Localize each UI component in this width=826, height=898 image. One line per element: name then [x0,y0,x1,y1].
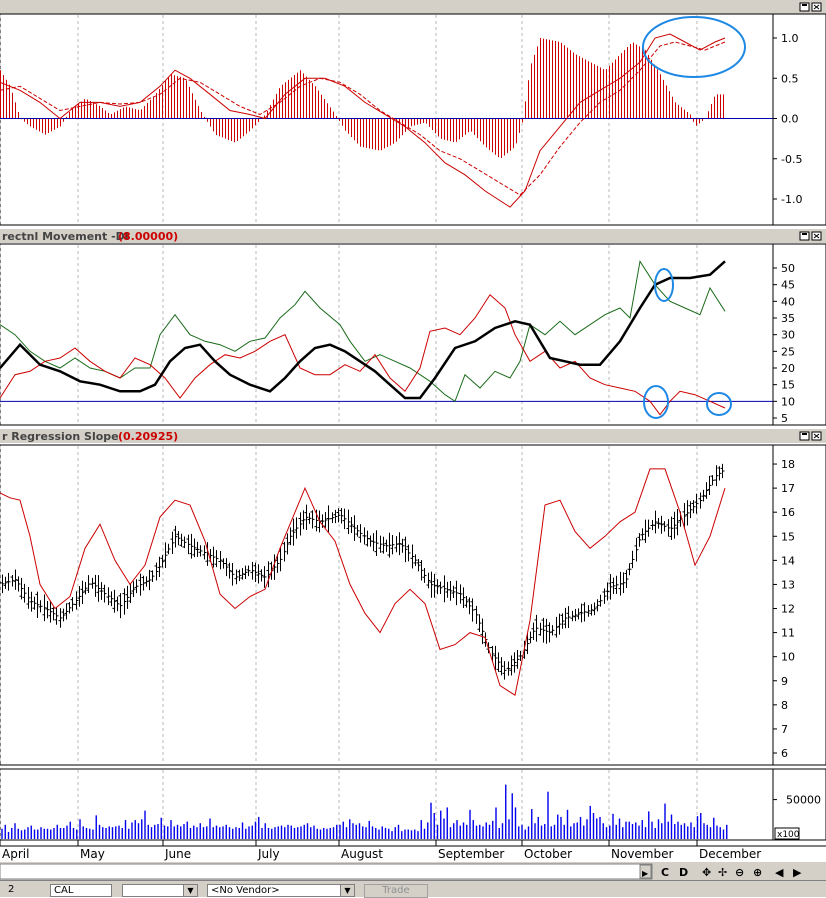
highlight-ellipse [643,385,669,419]
maximize-icon[interactable] [799,431,810,441]
volume-multiplier: x100 [777,830,800,840]
x-month-label: August [341,847,383,861]
chevron-down-icon[interactable]: ▼ [340,885,354,896]
x-month-label: October [524,847,572,861]
status-number: 2 [8,884,15,895]
price-y-label: 18 [781,458,795,471]
trade-button[interactable]: Trade [364,884,428,898]
x-month-label: November [611,847,673,861]
nav-button[interactable]: ✥ [702,866,711,879]
dmi-pane [0,243,826,426]
adx-line [0,260,726,400]
dmi-y-label: 25 [781,345,795,358]
secondary-combo[interactable]: ▼ [122,884,198,897]
dmi-titlebar [0,229,826,243]
dmi-title: rectnl Movement -DI [2,230,129,243]
dmi-y-label: 5 [781,412,788,425]
horizontal-scrollbar[interactable] [0,863,653,880]
price-y-label: 10 [781,651,795,664]
dmi-y-label: 10 [781,395,795,408]
maximize-icon[interactable] [799,2,810,12]
price-y-label: 13 [781,578,795,591]
price-y-label: 16 [781,506,795,519]
nav-button[interactable]: ▶ [793,866,802,879]
volume-y-label: 50000 [786,794,821,807]
nav-button[interactable]: ✢ [718,866,727,879]
nav-button[interactable]: ⊖ [735,866,744,879]
x-month-label: September [438,847,504,861]
symbol-value: CAL [54,885,74,896]
maximize-icon[interactable] [799,231,810,241]
chevron-down-icon[interactable]: ▼ [183,885,197,896]
price-title-value: (0.20925) [118,430,178,443]
price-y-label: 17 [781,482,795,495]
highlight-ellipse [706,392,732,416]
dmi-y-label: 15 [781,379,795,392]
dmi-y-label: 40 [781,295,795,308]
price-y-label: 15 [781,530,795,543]
x-month-label: May [80,847,105,861]
price-y-label: 9 [781,675,788,688]
scroll-right-button[interactable] [639,864,652,879]
dmi-title-value: (8.00000) [118,230,178,243]
price-y-label: 11 [781,627,795,640]
close-icon-stroke [813,4,820,10]
macd-line [0,33,726,208]
dmi-y-label: 50 [781,262,795,275]
nav-button[interactable]: C [661,866,669,879]
macd-pane [0,13,826,226]
dmi-y-label: 45 [781,279,795,292]
minus-di-line [0,293,726,416]
x-month-label: December [699,847,761,861]
status-bar: 2 CAL ▼ <No Vendor> ▼ Trade [0,880,826,898]
price-y-label: 7 [781,723,788,736]
dmi-y-label: 20 [781,362,795,375]
nav-button[interactable]: ⊕ [753,866,762,879]
trade-label: Trade [382,885,410,896]
close-icon-stroke [813,433,820,439]
vendor-value: <No Vendor> [211,885,280,896]
x-month-label: July [257,847,280,861]
highlight-ellipse [642,16,746,78]
macd-y-label: -1.0 [781,193,802,206]
price-titlebar [0,429,826,443]
volume-pane [0,768,826,841]
macd-y-label: 0.5 [781,72,799,85]
symbol-combo[interactable]: CAL [50,884,112,897]
price-y-label: 12 [781,603,795,616]
macd-titlebar [0,0,826,14]
dmi-y-label: 35 [781,312,795,325]
close-icon-stroke [813,233,820,239]
price-title: r Regression Slope [2,430,119,443]
volume-multiplier-box [774,827,800,840]
x-month-label: June [164,847,191,861]
vendor-combo[interactable]: <No Vendor> ▼ [207,884,355,897]
macd-y-label: 1.0 [781,32,799,45]
highlight-ellipse [654,268,674,302]
x-month-label: April [2,847,29,861]
macd-signal-line [0,41,726,196]
price-pane [0,444,826,766]
dmi-y-label: 30 [781,329,795,342]
price-y-label: 14 [781,554,795,567]
macd-y-label: -0.5 [781,153,802,166]
chevron-right-icon: ▶ [642,869,649,878]
price-y-label: 8 [781,699,788,712]
macd-y-label: 0.0 [781,113,799,126]
nav-button[interactable]: ◀ [775,866,784,879]
nav-button[interactable]: D [679,866,688,879]
price-y-label: 6 [781,747,788,760]
regression-slope-line [0,468,726,697]
